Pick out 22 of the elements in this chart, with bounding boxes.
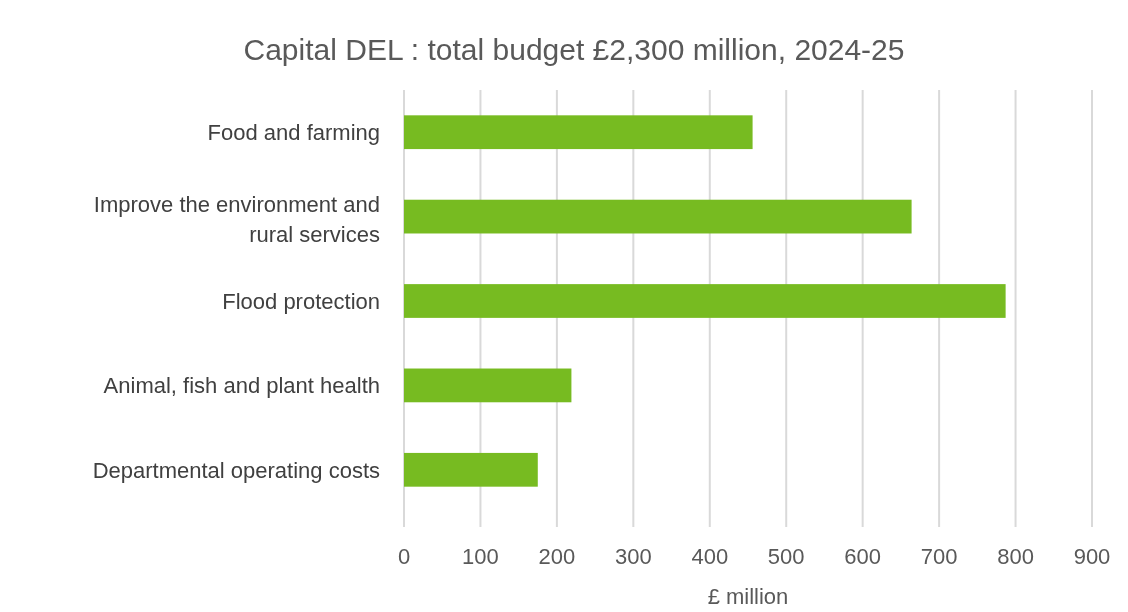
bar xyxy=(404,199,912,234)
x-tick-label: 700 xyxy=(920,544,958,569)
bar xyxy=(404,115,753,150)
x-tick-label: 100 xyxy=(462,544,499,569)
chart-title: Capital DEL : total budget £2,300 million, 2024-25 xyxy=(243,33,905,66)
x-tick-label: 900 xyxy=(1073,544,1111,569)
x-tick-label: 500 xyxy=(767,544,805,569)
x-tick-label: 400 xyxy=(691,544,729,569)
bar xyxy=(404,368,572,403)
x-tick-label: 600 xyxy=(844,544,882,569)
x-tick-label: 800 xyxy=(997,544,1034,569)
x-tick-label: 300 xyxy=(614,544,652,569)
y-tick-label: Food and farming xyxy=(207,119,380,145)
y-tick-label: Flood protection xyxy=(222,288,380,314)
y-tick-label: Improve the environment and rural services xyxy=(93,191,380,247)
x-tick-label: 0 xyxy=(397,544,411,569)
x-tick-label: 200 xyxy=(538,544,576,569)
bar xyxy=(404,284,1006,318)
x-axis-title: £ million xyxy=(707,584,789,609)
y-tick-label: Departmental operating costs xyxy=(92,457,380,483)
bar xyxy=(404,452,538,487)
y-tick-label: Animal, fish and plant health xyxy=(103,372,380,398)
